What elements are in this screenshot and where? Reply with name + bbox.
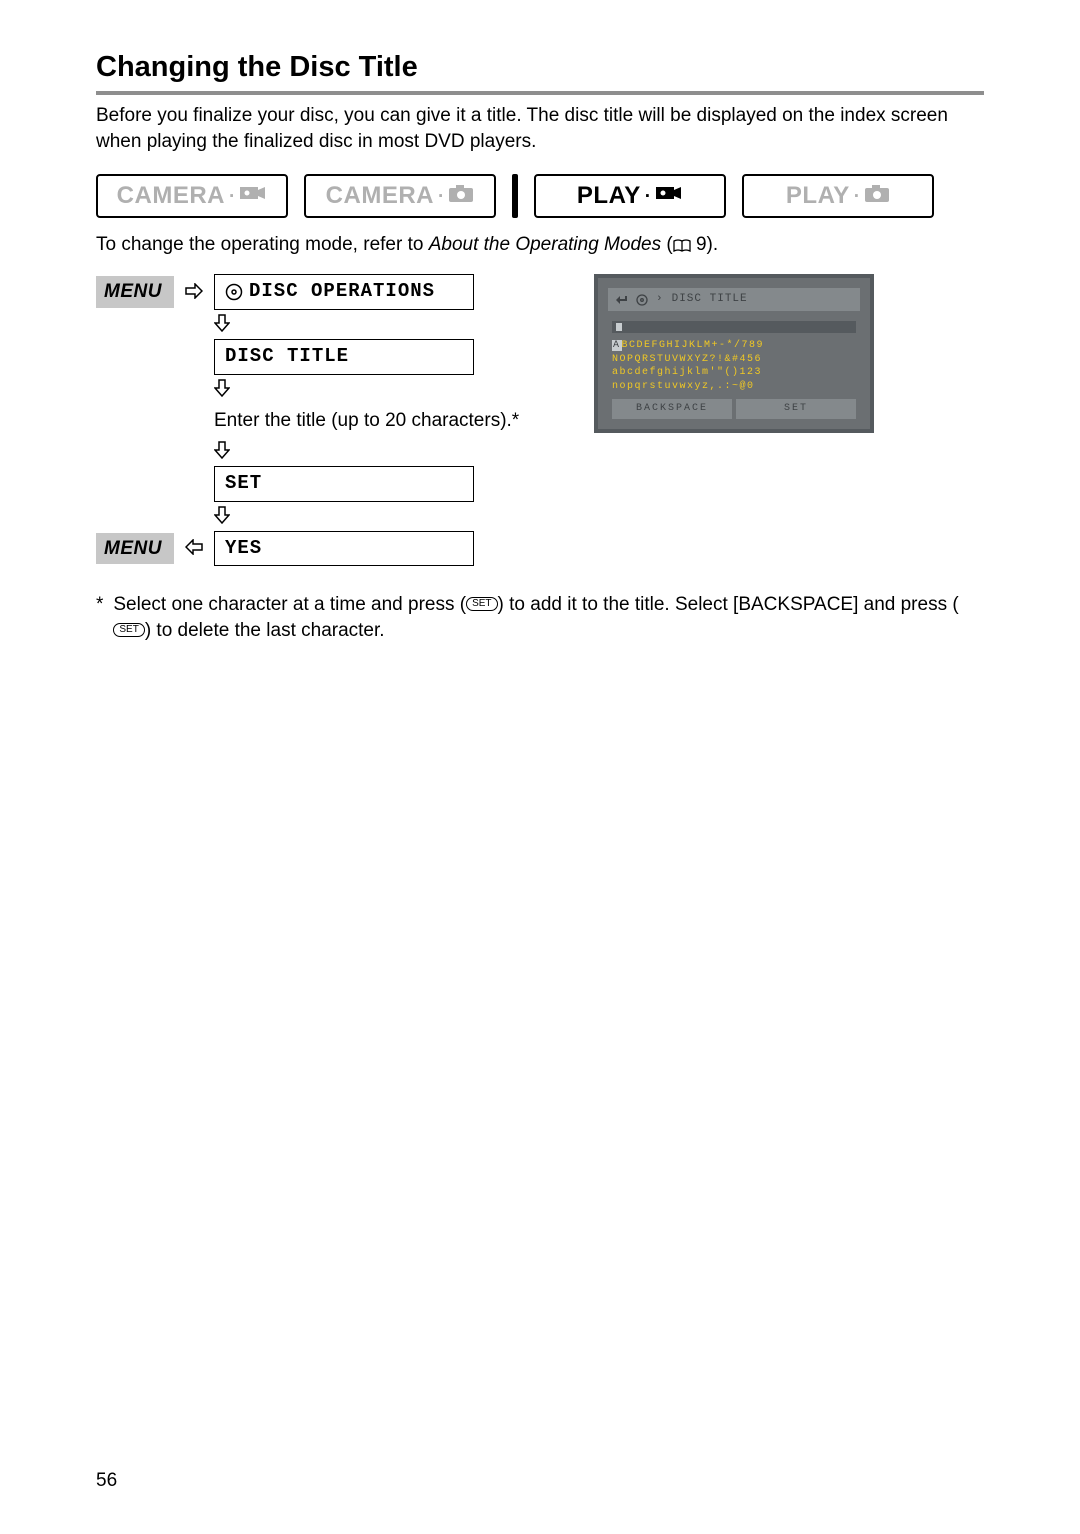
menu-disc-operations: DISC OPERATIONS [214, 274, 474, 310]
camera-icon [864, 183, 890, 211]
char-row: NOPQRSTUVWXYZ?!&#456 [612, 353, 856, 367]
screen-backspace: BACKSPACE [612, 399, 732, 419]
mode-row: CAMERA · CAMERA · PLAY · PLAY · [96, 174, 984, 218]
menu-flow-row: MENU DISC OPERATIONS → DISC TITLE Enter … [96, 274, 984, 566]
set-badge-icon: SET [113, 623, 144, 637]
screen-header: › DISC TITLE [608, 288, 860, 311]
menu-label: MENU [96, 276, 174, 308]
char-row: abcdefghijklm'"()123 [612, 366, 856, 380]
mode-camera-video: CAMERA · [96, 174, 288, 218]
set-badge-icon: SET [466, 597, 497, 611]
mode-camera-photo: CAMERA · [304, 174, 496, 218]
footnote: * Select one character at a time and pre… [96, 592, 984, 643]
arrow-down-icon [96, 310, 230, 339]
return-icon [616, 295, 628, 305]
arrow-right-icon [174, 283, 214, 302]
menu-flow: MENU DISC OPERATIONS → DISC TITLE Enter … [96, 274, 566, 566]
disc-icon [225, 283, 243, 301]
mode-play-video: PLAY · [534, 174, 726, 218]
arrow-down-icon [96, 375, 230, 404]
disc-title-screen: › DISC TITLE ABCDEFGHIJKLM+-*/789 NOPQRS… [594, 274, 874, 432]
page-heading: Changing the Disc Title [96, 48, 984, 95]
book-icon [673, 233, 691, 259]
video-icon [239, 183, 267, 211]
arrow-down-icon [96, 437, 230, 466]
enter-title-step: Enter the title (up to 20 characters).* [96, 404, 566, 438]
page-number: 56 [96, 1468, 117, 1494]
operating-mode-note: To change the operating mode, refer to A… [96, 232, 984, 258]
char-row: nopqrstuvwxyz,.:~@0 [612, 380, 856, 394]
mode-separator [512, 174, 518, 218]
video-icon [655, 183, 683, 211]
title-input-preview [612, 321, 856, 333]
menu-label: MENU [96, 533, 174, 565]
screen-set: SET [736, 399, 856, 419]
menu-disc-title: DISC TITLE [214, 339, 474, 375]
menu-set: SET [214, 466, 474, 502]
camera-icon [448, 183, 474, 211]
menu-yes: YES [214, 531, 474, 567]
arrow-down-icon [96, 502, 230, 531]
char-row: ABCDEFGHIJKLM+-*/789 [612, 339, 856, 353]
arrow-left-icon [174, 539, 214, 558]
intro-paragraph: Before you finalize your disc, you can g… [96, 103, 984, 154]
mode-play-photo: PLAY · [742, 174, 934, 218]
disc-icon [636, 294, 648, 306]
